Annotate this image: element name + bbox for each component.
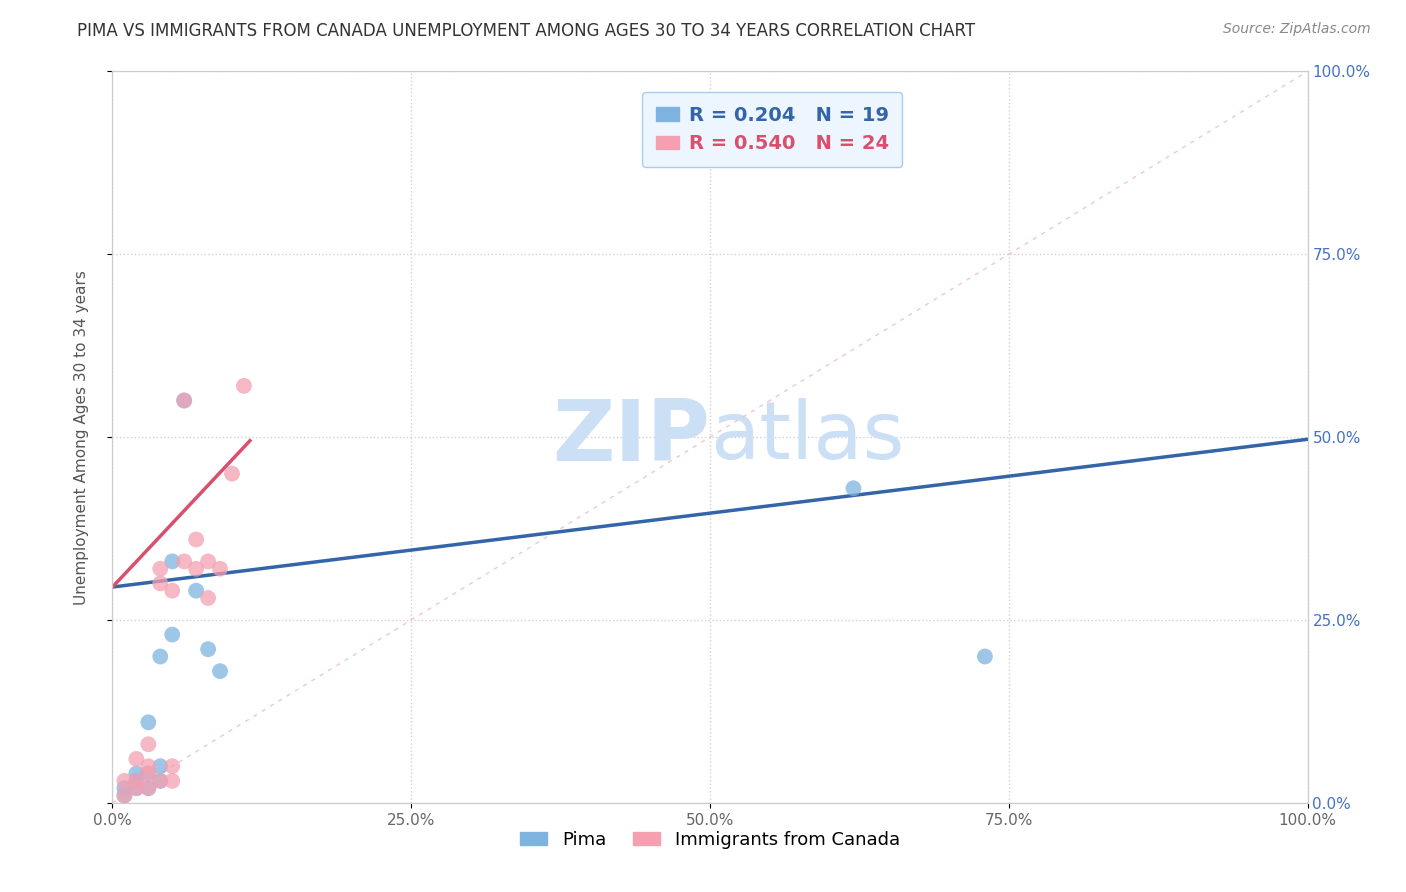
Point bbox=[114, 773, 135, 788]
Point bbox=[974, 649, 997, 664]
Point bbox=[149, 759, 172, 773]
Point bbox=[114, 781, 135, 796]
Point bbox=[209, 562, 232, 576]
Point bbox=[209, 664, 232, 678]
Point bbox=[162, 773, 183, 788]
Point bbox=[125, 766, 148, 780]
Text: ZIP: ZIP bbox=[553, 395, 710, 479]
Y-axis label: Unemployment Among Ages 30 to 34 years: Unemployment Among Ages 30 to 34 years bbox=[75, 269, 89, 605]
Point bbox=[233, 379, 256, 393]
Point bbox=[221, 467, 243, 481]
Text: atlas: atlas bbox=[710, 398, 904, 476]
Point bbox=[138, 715, 160, 730]
Point bbox=[149, 773, 172, 788]
Point bbox=[125, 781, 148, 796]
Legend: Pima, Immigrants from Canada: Pima, Immigrants from Canada bbox=[513, 823, 907, 856]
Point bbox=[186, 583, 208, 598]
Point bbox=[125, 773, 148, 788]
Text: PIMA VS IMMIGRANTS FROM CANADA UNEMPLOYMENT AMONG AGES 30 TO 34 YEARS CORRELATIO: PIMA VS IMMIGRANTS FROM CANADA UNEMPLOYM… bbox=[77, 22, 976, 40]
Point bbox=[125, 752, 148, 766]
Point bbox=[114, 789, 135, 803]
Point bbox=[125, 781, 148, 796]
Point bbox=[186, 562, 208, 576]
Point bbox=[138, 781, 160, 796]
Point bbox=[842, 481, 865, 495]
Point bbox=[138, 737, 160, 751]
Point bbox=[149, 649, 172, 664]
Point bbox=[162, 554, 183, 568]
Point bbox=[138, 781, 160, 796]
Text: Source: ZipAtlas.com: Source: ZipAtlas.com bbox=[1223, 22, 1371, 37]
Point bbox=[197, 554, 219, 568]
Point bbox=[186, 533, 208, 547]
Point bbox=[138, 766, 160, 780]
Point bbox=[138, 766, 160, 780]
Point bbox=[149, 562, 172, 576]
Point bbox=[125, 773, 148, 788]
Point bbox=[173, 393, 195, 408]
Point bbox=[162, 583, 183, 598]
Point bbox=[197, 591, 219, 605]
Point bbox=[197, 642, 219, 657]
Point bbox=[149, 773, 172, 788]
Point bbox=[138, 759, 160, 773]
Point bbox=[149, 576, 172, 591]
Point bbox=[162, 759, 183, 773]
Point bbox=[173, 393, 195, 408]
Point bbox=[114, 789, 135, 803]
Point bbox=[162, 627, 183, 641]
Point bbox=[173, 554, 195, 568]
